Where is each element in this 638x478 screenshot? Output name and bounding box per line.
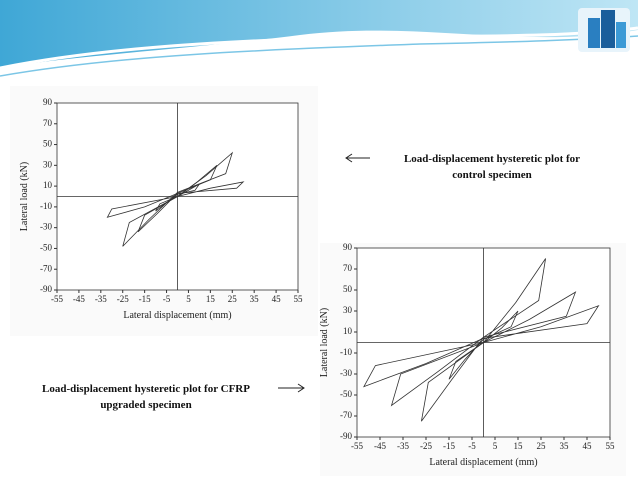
x-tick-label: 15	[206, 294, 216, 304]
header-stripe	[0, 35, 638, 77]
arrow	[345, 153, 370, 163]
x-tick-label: 55	[294, 294, 304, 304]
y-tick-label: -10	[340, 347, 352, 357]
hysteresis-loop	[122, 151, 234, 247]
hysteresis-loop	[155, 183, 200, 212]
y-tick-label: 50	[343, 284, 353, 294]
arrow	[278, 383, 305, 393]
x-tick-label: 25	[537, 441, 547, 451]
x-tick-label: 25	[228, 294, 238, 304]
y-tick-label: -10	[40, 201, 52, 211]
x-tick-label: 5	[493, 441, 498, 451]
y-tick-label: 30	[43, 159, 53, 169]
x-tick-label: 5	[186, 294, 191, 304]
hysteresis-loop	[390, 291, 577, 407]
x-tick-label: 45	[583, 441, 593, 451]
y-tick-label: 10	[43, 180, 53, 190]
x-tick-label: -15	[443, 441, 455, 451]
hysteresis-loop	[106, 181, 245, 218]
hysteresis-loop	[363, 304, 600, 388]
x-tick-label: -35	[397, 441, 409, 451]
y-axis-label: Lateral load (kN)	[19, 162, 30, 231]
caption: Load-displacement hysteretic plot for CF…	[42, 383, 250, 395]
y-tick-label: 70	[343, 263, 353, 273]
caption: upgraded specimen	[100, 399, 191, 411]
x-tick-label: -55	[351, 441, 363, 451]
y-tick-label: 90	[43, 97, 53, 107]
caption: control specimen	[452, 169, 532, 181]
y-tick-label: -30	[340, 368, 352, 378]
y-tick-label: -50	[340, 389, 352, 399]
x-tick-label: 35	[250, 294, 260, 304]
x-tick-label: 45	[272, 294, 282, 304]
y-tick-label: 30	[343, 305, 353, 315]
y-tick-label: -70	[40, 263, 52, 273]
y-tick-label: -50	[40, 243, 52, 253]
y-tick-label: 10	[343, 326, 353, 336]
y-tick-label: -70	[340, 410, 352, 420]
x-tick-label: -45	[374, 441, 386, 451]
x-tick-label: -5	[163, 294, 171, 304]
x-tick-label: -55	[51, 294, 63, 304]
y-tick-label: -90	[340, 431, 352, 441]
x-tick-label: -25	[420, 441, 432, 451]
header-stripe	[0, 26, 638, 70]
y-tick-label: -90	[40, 284, 52, 294]
header-swoosh	[0, 0, 638, 68]
x-tick-label: -15	[139, 294, 151, 304]
x-tick-label: -45	[73, 294, 85, 304]
y-tick-label: 50	[43, 139, 53, 149]
x-tick-label: 15	[514, 441, 524, 451]
x-axis-label: Lateral displacement (mm)	[123, 310, 231, 321]
y-tick-label: 90	[343, 242, 353, 252]
y-tick-label: -30	[40, 222, 52, 232]
x-tick-label: -35	[95, 294, 107, 304]
y-tick-label: 70	[43, 118, 53, 128]
x-axis-label: Lateral displacement (mm)	[429, 457, 537, 468]
hysteresis-loop	[448, 310, 519, 380]
y-axis-label: Lateral load (kN)	[319, 308, 330, 377]
x-tick-label: 55	[606, 441, 616, 451]
caption: Load-displacement hysteretic plot for	[404, 153, 580, 165]
x-tick-label: 35	[560, 441, 570, 451]
x-tick-label: -5	[468, 441, 476, 451]
x-tick-label: -25	[117, 294, 129, 304]
charts: -55 -45 -35 -25 -15 -5 5 15 25 35 45 55-90-70-50-30…	[19, 97, 615, 468]
building-icon	[578, 8, 630, 52]
